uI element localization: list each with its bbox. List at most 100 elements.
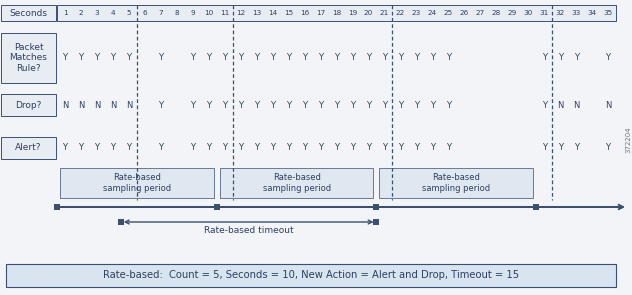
Text: Y: Y: [414, 143, 419, 153]
Text: Y: Y: [430, 53, 435, 63]
Text: 5: 5: [126, 10, 131, 16]
Text: 32: 32: [556, 10, 565, 16]
FancyBboxPatch shape: [374, 204, 379, 210]
Text: Y: Y: [382, 53, 387, 63]
Text: Y: Y: [382, 101, 387, 109]
Text: Y: Y: [222, 143, 227, 153]
Text: Y: Y: [302, 101, 307, 109]
Text: 13: 13: [252, 10, 261, 16]
Text: Drop?: Drop?: [15, 101, 42, 109]
Text: Packet
Matches
Rule?: Packet Matches Rule?: [9, 43, 47, 73]
Text: N: N: [573, 101, 580, 109]
FancyBboxPatch shape: [54, 204, 60, 210]
Text: Y: Y: [605, 143, 611, 153]
Text: Y: Y: [542, 53, 547, 63]
Text: Y: Y: [158, 53, 163, 63]
Text: Y: Y: [206, 101, 211, 109]
Text: Y: Y: [350, 53, 355, 63]
Text: N: N: [78, 101, 84, 109]
Text: Y: Y: [350, 101, 355, 109]
FancyBboxPatch shape: [1, 94, 56, 116]
Text: 14: 14: [268, 10, 277, 16]
Text: Y: Y: [63, 143, 68, 153]
Text: Y: Y: [158, 101, 163, 109]
Text: Y: Y: [366, 53, 371, 63]
Text: Y: Y: [398, 143, 403, 153]
Text: Y: Y: [414, 101, 419, 109]
Text: Y: Y: [286, 101, 291, 109]
FancyBboxPatch shape: [1, 137, 56, 159]
Text: Y: Y: [414, 53, 419, 63]
Text: N: N: [605, 101, 611, 109]
Text: Y: Y: [126, 53, 131, 63]
Text: Y: Y: [222, 101, 227, 109]
Text: 28: 28: [492, 10, 501, 16]
Text: Y: Y: [382, 143, 387, 153]
Text: Rate-based:  Count = 5, Seconds = 10, New Action = Alert and Drop, Timeout = 15: Rate-based: Count = 5, Seconds = 10, New…: [103, 271, 519, 281]
Text: Rate-based
sampling period: Rate-based sampling period: [262, 173, 331, 193]
Text: N: N: [110, 101, 116, 109]
Text: 18: 18: [332, 10, 341, 16]
Text: Y: Y: [254, 53, 259, 63]
Text: Y: Y: [190, 53, 195, 63]
Text: 35: 35: [604, 10, 612, 16]
Text: Y: Y: [350, 143, 355, 153]
FancyBboxPatch shape: [57, 5, 616, 21]
Text: Y: Y: [334, 53, 339, 63]
Text: Y: Y: [94, 143, 99, 153]
Text: Y: Y: [318, 53, 323, 63]
FancyBboxPatch shape: [6, 264, 616, 287]
Text: Y: Y: [430, 143, 435, 153]
FancyBboxPatch shape: [220, 168, 374, 198]
Text: 15: 15: [284, 10, 293, 16]
Text: Y: Y: [574, 53, 578, 63]
Text: 23: 23: [411, 10, 421, 16]
Text: 25: 25: [444, 10, 453, 16]
Text: Y: Y: [206, 143, 211, 153]
Text: Rate-based
sampling period: Rate-based sampling period: [103, 173, 171, 193]
Text: Y: Y: [78, 53, 83, 63]
Text: Y: Y: [318, 101, 323, 109]
Text: Alert?: Alert?: [15, 143, 42, 153]
Text: 8: 8: [174, 10, 179, 16]
Text: 16: 16: [300, 10, 309, 16]
Text: Y: Y: [334, 101, 339, 109]
Text: 31: 31: [540, 10, 549, 16]
Text: Y: Y: [557, 143, 562, 153]
Text: 7: 7: [159, 10, 163, 16]
Text: 29: 29: [507, 10, 517, 16]
Text: 22: 22: [396, 10, 405, 16]
Text: 4: 4: [111, 10, 115, 16]
Text: 27: 27: [476, 10, 485, 16]
Text: 1: 1: [63, 10, 67, 16]
Text: Y: Y: [270, 101, 275, 109]
Text: 10: 10: [204, 10, 214, 16]
Text: Rate-based timeout: Rate-based timeout: [204, 226, 293, 235]
Text: 9: 9: [190, 10, 195, 16]
Text: Y: Y: [366, 101, 371, 109]
Text: N: N: [94, 101, 100, 109]
Text: Y: Y: [366, 143, 371, 153]
Text: 24: 24: [428, 10, 437, 16]
Text: 34: 34: [587, 10, 597, 16]
Text: Y: Y: [286, 53, 291, 63]
Text: Y: Y: [111, 53, 116, 63]
Text: N: N: [557, 101, 563, 109]
Text: Y: Y: [254, 143, 259, 153]
Text: Y: Y: [158, 143, 163, 153]
Text: Y: Y: [446, 53, 451, 63]
Text: N: N: [62, 101, 68, 109]
Text: Seconds: Seconds: [9, 9, 47, 17]
Text: Y: Y: [542, 101, 547, 109]
Text: Y: Y: [302, 143, 307, 153]
Text: Y: Y: [398, 101, 403, 109]
Text: Y: Y: [446, 143, 451, 153]
Text: 17: 17: [316, 10, 325, 16]
FancyBboxPatch shape: [214, 204, 220, 210]
FancyBboxPatch shape: [1, 33, 56, 83]
Text: 12: 12: [236, 10, 245, 16]
Text: Y: Y: [78, 143, 83, 153]
FancyBboxPatch shape: [533, 204, 539, 210]
Text: Y: Y: [238, 53, 243, 63]
Text: 372204: 372204: [625, 127, 631, 153]
